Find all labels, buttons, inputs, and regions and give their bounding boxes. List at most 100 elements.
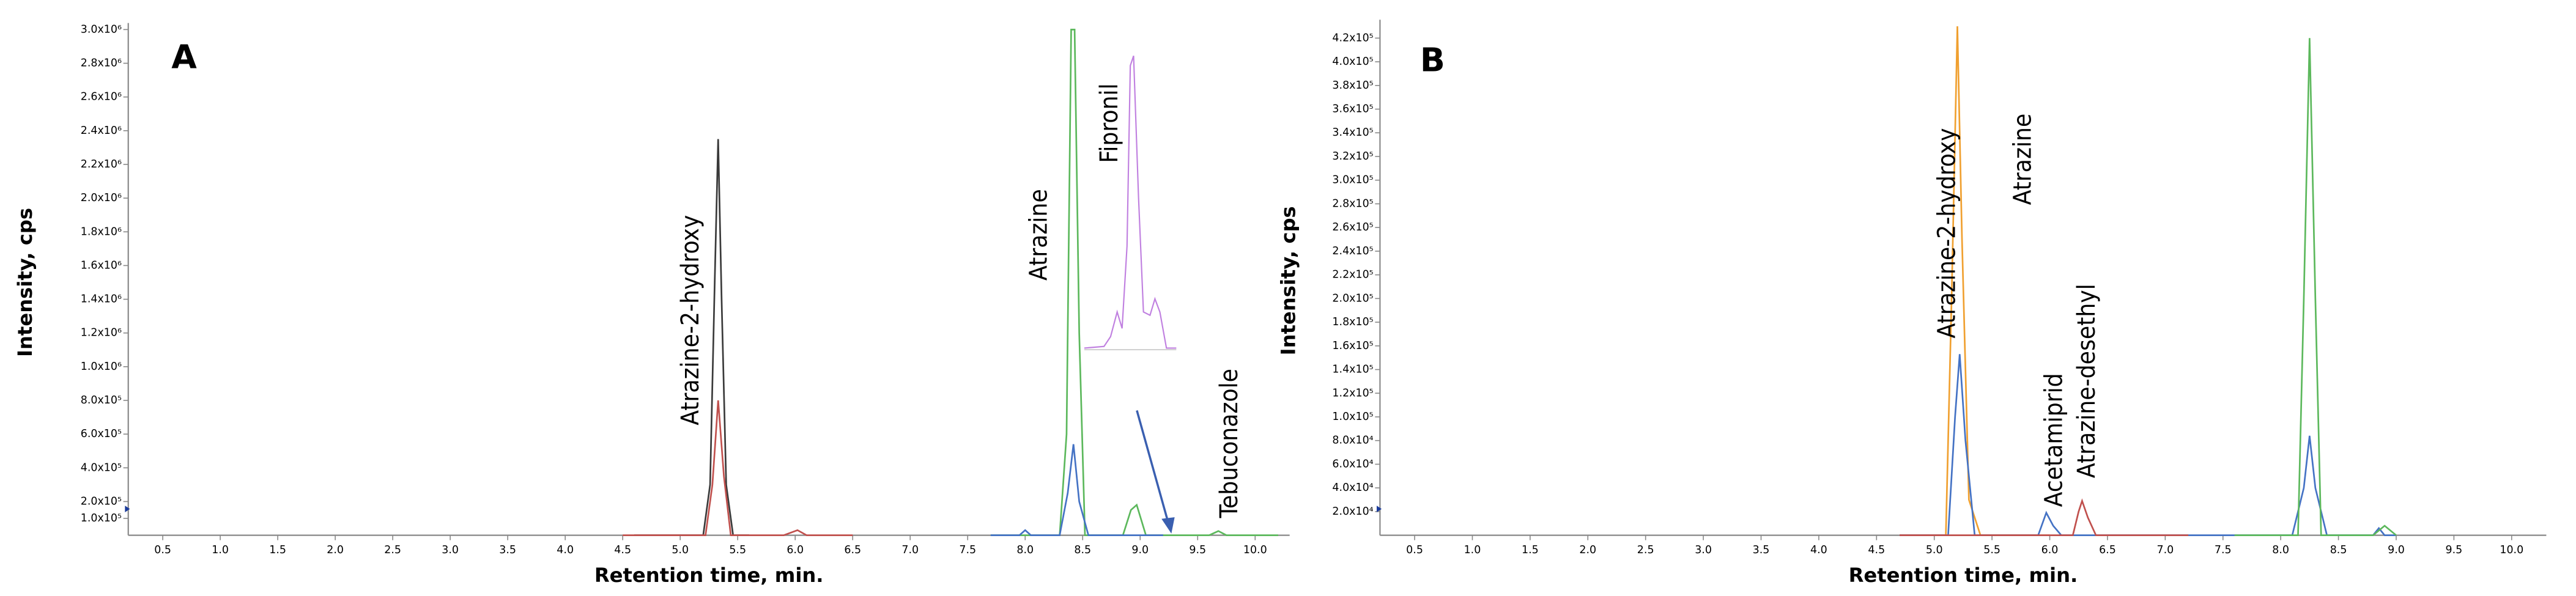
- x-tick-label: 9.0: [2388, 544, 2405, 556]
- x-tick-label: 0.5: [154, 544, 171, 556]
- y-tick-label: 3.0x10⁵: [1332, 174, 1373, 186]
- axis-marker: [1377, 506, 1382, 513]
- y-tick-label: 1.0x10⁵: [81, 512, 122, 524]
- y-axis-label: Intensity, cps: [13, 208, 37, 357]
- x-tick-label: 1.0: [1464, 544, 1481, 556]
- y-tick-label: 8.0x10⁵: [81, 394, 122, 407]
- y-tick-label: 1.0x10⁵: [1332, 411, 1373, 423]
- x-axis-label: Retention time, min.: [1849, 564, 2078, 587]
- x-tick-label: 2.0: [327, 544, 344, 556]
- peak-annotation: Atrazine-desethyl: [2073, 284, 2101, 478]
- x-tick-label: 5.0: [672, 544, 689, 556]
- x-tick-label: 3.0: [442, 544, 459, 556]
- x-tick-label: 2.5: [1637, 544, 1654, 556]
- y-tick-label: 1.4x10⁵: [1332, 364, 1373, 376]
- y-tick-label: 2.0x10⁵: [1332, 292, 1373, 304]
- y-tick-label: 1.6x10⁵: [1332, 340, 1373, 352]
- trace: [634, 139, 750, 536]
- y-tick-label: 3.2x10⁵: [1332, 150, 1373, 163]
- y-tick-label: 2.6x10⁵: [1332, 221, 1373, 234]
- y-tick-label: 3.6x10⁵: [1332, 103, 1373, 116]
- x-tick-label: 3.0: [1695, 544, 1712, 556]
- trace: [1900, 354, 2396, 536]
- y-tick-label: 1.8x10⁵: [1332, 316, 1373, 328]
- y-tick-label: 1.6x10⁶: [81, 259, 122, 271]
- fipronil-inset: [1084, 55, 1177, 350]
- y-tick-label: 1.8x10⁶: [81, 226, 122, 238]
- y-tick-label: 4.2x10⁵: [1332, 32, 1373, 44]
- x-tick-label: 6.5: [844, 544, 861, 556]
- x-tick-label: 4.0: [1810, 544, 1827, 556]
- x-tick-label: 1.5: [1522, 544, 1539, 556]
- y-tick-label: 2.4x10⁶: [81, 125, 122, 137]
- y-tick-label: 4.0x10⁵: [1332, 56, 1373, 68]
- trace: [2234, 38, 2397, 536]
- x-tick-label: 8.5: [2330, 544, 2347, 556]
- x-tick-label: 1.0: [212, 544, 229, 556]
- x-tick-label: 8.5: [1074, 544, 1091, 556]
- axis-marker: [125, 506, 130, 513]
- peak-annotation: Acetamiprid: [2040, 373, 2068, 507]
- trace: [1900, 26, 2050, 536]
- y-tick-label: 2.2x10⁶: [81, 158, 122, 171]
- x-axis-label: Retention time, min.: [594, 564, 824, 587]
- x-tick-label: 4.5: [614, 544, 631, 556]
- x-tick-label: 6.5: [2099, 544, 2116, 556]
- x-tick-label: 9.5: [2446, 544, 2463, 556]
- x-tick-label: 9.5: [1189, 544, 1206, 556]
- x-tick-label: 10.0: [2500, 544, 2523, 556]
- peak-annotation: Atrazine-2-hydroxy: [1933, 128, 1961, 338]
- y-tick-label: 3.4x10⁵: [1332, 127, 1373, 139]
- y-tick-label: 2.4x10⁵: [1332, 245, 1373, 257]
- y-tick-label: 1.2x10⁶: [81, 327, 122, 339]
- y-tick-label: 1.2x10⁵: [1332, 387, 1373, 399]
- x-tick-label: 5.0: [1926, 544, 1943, 556]
- x-tick-label: 2.5: [384, 544, 401, 556]
- peak-annotation: Tebuconazole: [1215, 369, 1243, 518]
- y-tick-label: 8.0x10⁴: [1332, 435, 1373, 447]
- y-tick-label: 1.0x10⁶: [81, 361, 122, 373]
- x-tick-label: 9.0: [1131, 544, 1149, 556]
- peak-annotation: Fipronil: [1095, 83, 1123, 163]
- panel-label: B: [1420, 41, 1445, 79]
- x-tick-label: 4.0: [557, 544, 574, 556]
- panel-label: A: [171, 37, 197, 76]
- x-tick-label: 3.5: [499, 544, 516, 556]
- y-tick-label: 3.8x10⁵: [1332, 79, 1373, 92]
- x-tick-label: 5.5: [1983, 544, 2000, 556]
- x-tick-label: 10.0: [1243, 544, 1267, 556]
- peak-annotation: Atrazine: [1024, 189, 1053, 281]
- y-axis-label: Intensity, cps: [1277, 206, 1300, 355]
- y-tick-label: 1.4x10⁶: [81, 293, 122, 306]
- y-tick-label: 6.0x10⁵: [81, 428, 122, 440]
- trace: [1900, 498, 2189, 536]
- x-tick-label: 6.0: [786, 544, 804, 556]
- x-tick-label: 8.0: [2272, 544, 2289, 556]
- x-tick-label: 0.5: [1406, 544, 1423, 556]
- y-tick-label: 2.0x10⁵: [81, 495, 122, 507]
- x-tick-label: 7.0: [901, 544, 919, 556]
- y-tick-label: 2.6x10⁶: [81, 91, 122, 103]
- peak-annotation: Atrazine-2-hydroxy: [676, 215, 705, 425]
- inset-arrow: [1136, 410, 1175, 534]
- x-tick-label: 4.5: [1868, 544, 1885, 556]
- trace: [990, 444, 1163, 536]
- x-tick-label: 7.5: [959, 544, 976, 556]
- y-tick-label: 2.8x10⁶: [81, 57, 122, 69]
- x-tick-label: 7.5: [2215, 544, 2232, 556]
- x-tick-label: 1.5: [269, 544, 286, 556]
- x-tick-label: 7.0: [2156, 544, 2174, 556]
- y-tick-label: 4.0x10⁵: [81, 462, 122, 474]
- x-tick-label: 2.0: [1579, 544, 1596, 556]
- x-tick-label: 6.0: [2041, 544, 2059, 556]
- y-tick-label: 4.0x10⁴: [1332, 482, 1373, 494]
- trace: [623, 400, 853, 536]
- x-tick-label: 3.5: [1753, 544, 1770, 556]
- y-tick-label: 2.0x10⁶: [81, 192, 122, 204]
- y-tick-label: 2.0x10⁴: [1332, 506, 1373, 518]
- peak-annotation: Atrazine: [2008, 114, 2037, 205]
- y-tick-label: 6.0x10⁴: [1332, 458, 1373, 470]
- y-tick-label: 3.0x10⁶: [81, 23, 122, 35]
- x-tick-label: 5.5: [729, 544, 746, 556]
